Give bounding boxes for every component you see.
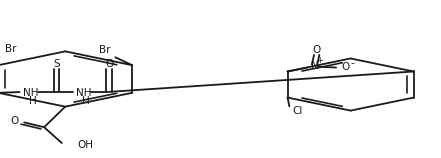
Text: O: O: [10, 116, 18, 126]
Text: -: -: [350, 58, 354, 68]
Text: H: H: [29, 96, 37, 106]
Text: NH: NH: [76, 88, 91, 97]
Text: N: N: [310, 61, 318, 71]
Text: H: H: [82, 96, 90, 106]
Text: S: S: [53, 59, 60, 69]
Text: +: +: [316, 56, 323, 65]
Text: O: O: [105, 59, 113, 69]
Text: O: O: [313, 45, 321, 55]
Text: NH: NH: [23, 88, 38, 97]
Text: Cl: Cl: [292, 106, 303, 116]
Text: Br: Br: [99, 45, 110, 55]
Text: OH: OH: [77, 140, 93, 150]
Text: Br: Br: [4, 44, 16, 54]
Text: O: O: [342, 62, 350, 72]
